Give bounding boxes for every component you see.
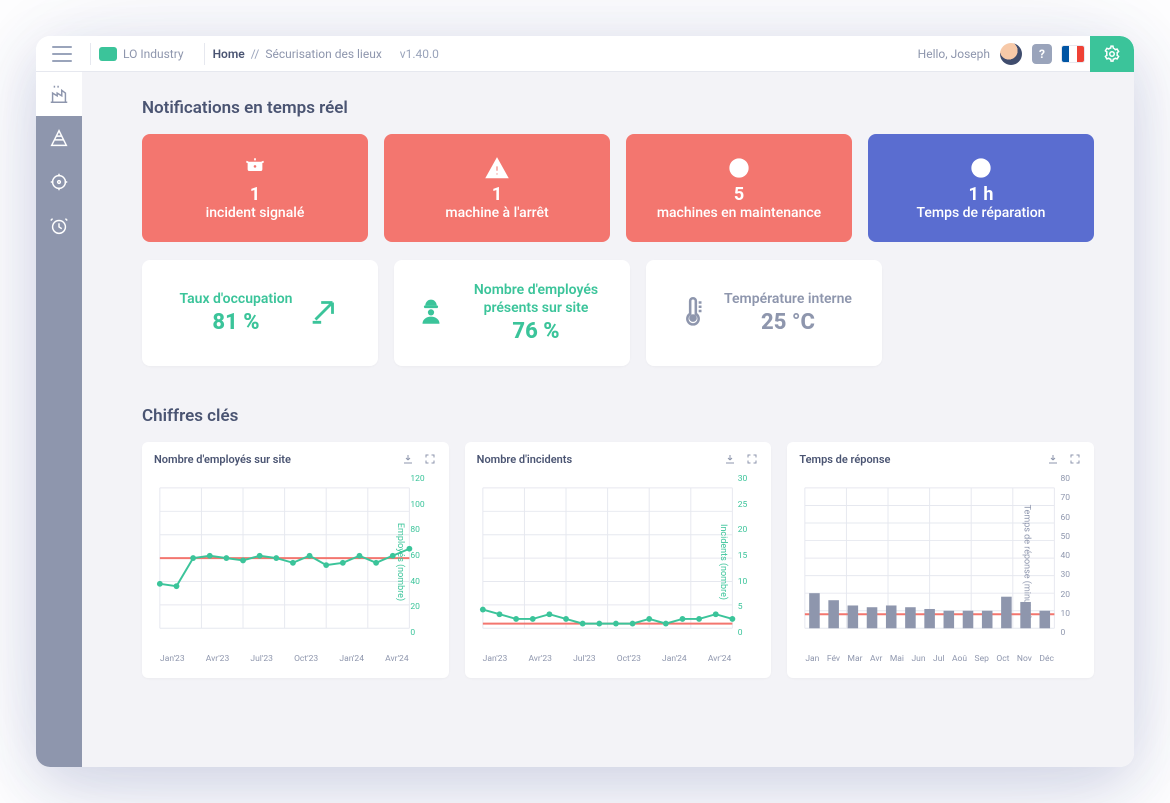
chart-title: Temps de réponse xyxy=(799,453,890,466)
wrench-gear-icon xyxy=(726,155,752,181)
sidebar-item-pyramid[interactable] xyxy=(36,116,82,160)
greeting: Hello, Joseph xyxy=(918,47,990,61)
expand-icon[interactable] xyxy=(745,452,759,466)
charts-row: Nombre d'employés sur site 12010080604020… xyxy=(142,442,1094,678)
expand-icon[interactable] xyxy=(423,452,437,466)
sidebar-item-factory[interactable] xyxy=(36,72,82,116)
sidebar-item-alarm[interactable] xyxy=(36,204,82,248)
sidebar xyxy=(36,72,82,767)
help-icon[interactable]: ? xyxy=(1032,44,1052,64)
chart-title: Nombre d'incidents xyxy=(477,453,572,466)
kpi-value: 25 °C xyxy=(724,310,852,335)
kpi-card: Température interne25 °C xyxy=(646,260,882,366)
camera-icon xyxy=(242,155,268,181)
chart-card-response: Temps de réponse 80706050403020100 Temps d… xyxy=(787,442,1094,678)
brand-name: LO Industry xyxy=(123,47,184,61)
y-ticks: 80706050403020100 xyxy=(1060,474,1070,638)
y-ticks: 120100806040200 xyxy=(410,474,424,638)
breadcrumb-home[interactable]: Home xyxy=(213,47,245,61)
alert-card[interactable]: 1machine à l'arrêt xyxy=(384,134,610,242)
divider xyxy=(90,43,91,65)
brand-logo xyxy=(99,47,117,61)
alert-card[interactable]: 1 hTemps de réparation xyxy=(868,134,1094,242)
kpi-title: Nombre d'employés présents sur site xyxy=(462,282,610,317)
chart-card-incidents: Nombre d'incidents 302520151050 Incidents … xyxy=(465,442,772,678)
alert-value: 1 h xyxy=(969,185,994,205)
key-figures-title: Chiffres clés xyxy=(142,406,1094,426)
gear-icon xyxy=(1103,45,1121,63)
chart-svg xyxy=(799,472,1082,652)
main-content: Notifications en temps réel 1incident si… xyxy=(82,72,1134,767)
kpi-row: Taux d'occupation81 %Nombre d'employés p… xyxy=(142,260,1094,366)
language-flag[interactable] xyxy=(1062,46,1084,62)
alert-card[interactable]: 1incident signalé xyxy=(142,134,368,242)
y-axis-label: Incidents (nombre) xyxy=(718,524,728,600)
chart-card-employees: Nombre d'employés sur site 12010080604020… xyxy=(142,442,449,678)
alert-label: Temps de réparation xyxy=(917,205,1046,221)
divider xyxy=(204,43,205,65)
kpi-card: Nombre d'employés présents sur site76 % xyxy=(394,260,630,366)
alert-card[interactable]: 5machines en maintenance xyxy=(626,134,852,242)
alert-label: machines en maintenance xyxy=(657,205,821,221)
arrow-up-icon xyxy=(307,294,341,332)
download-icon[interactable] xyxy=(401,452,415,466)
kpi-title: Taux d'occupation xyxy=(179,291,292,309)
kpi-card: Taux d'occupation81 % xyxy=(142,260,378,366)
expand-icon[interactable] xyxy=(1068,452,1082,466)
worker-icon xyxy=(414,294,448,332)
topbar: LO Industry Home // Sécurisation des lie… xyxy=(36,36,1134,72)
breadcrumb-sep: // xyxy=(251,47,260,61)
alert-label: incident signalé xyxy=(206,205,305,221)
download-icon[interactable] xyxy=(723,452,737,466)
thermometer-icon xyxy=(676,294,710,332)
breadcrumb-page: Sécurisation des lieux xyxy=(265,47,381,61)
y-axis-label: Temps de réponse (minutes) xyxy=(1022,505,1032,620)
chart-title: Nombre d'employés sur site xyxy=(154,453,291,466)
alert-value: 1 xyxy=(250,185,260,205)
kpi-value: 81 % xyxy=(179,310,292,335)
kpi-value: 76 % xyxy=(462,319,610,344)
alert-row: 1incident signalé1machine à l'arrêt5mach… xyxy=(142,134,1094,242)
wrench-gear-icon xyxy=(968,155,994,181)
x-ticks: JanFévMarAvrMaiJunJulAoûSepOctNovDéc xyxy=(799,652,1082,664)
version-label: v1.40.0 xyxy=(400,47,439,61)
app-window: LO Industry Home // Sécurisation des lie… xyxy=(36,36,1134,767)
sidebar-item-target[interactable] xyxy=(36,160,82,204)
x-ticks: Jan'23Avr'23Jul'23Oct'23Jan'24Avr'24 xyxy=(477,652,760,664)
alert-label: machine à l'arrêt xyxy=(445,205,548,221)
y-axis-label: Employés (nombre) xyxy=(395,523,405,601)
x-ticks: Jan'23Avr'23Jul'23Oct'23Jan'24Avr'24 xyxy=(154,652,437,664)
y-ticks: 302520151050 xyxy=(738,474,748,638)
notifications-title: Notifications en temps réel xyxy=(142,98,1094,118)
warning-icon xyxy=(484,155,510,181)
alert-value: 1 xyxy=(492,185,502,205)
menu-icon[interactable] xyxy=(52,46,72,62)
chart-svg xyxy=(477,472,760,652)
avatar[interactable] xyxy=(1000,43,1022,65)
kpi-title: Température interne xyxy=(724,291,852,309)
alert-value: 5 xyxy=(734,185,744,205)
settings-button[interactable] xyxy=(1090,36,1134,72)
download-icon[interactable] xyxy=(1046,452,1060,466)
